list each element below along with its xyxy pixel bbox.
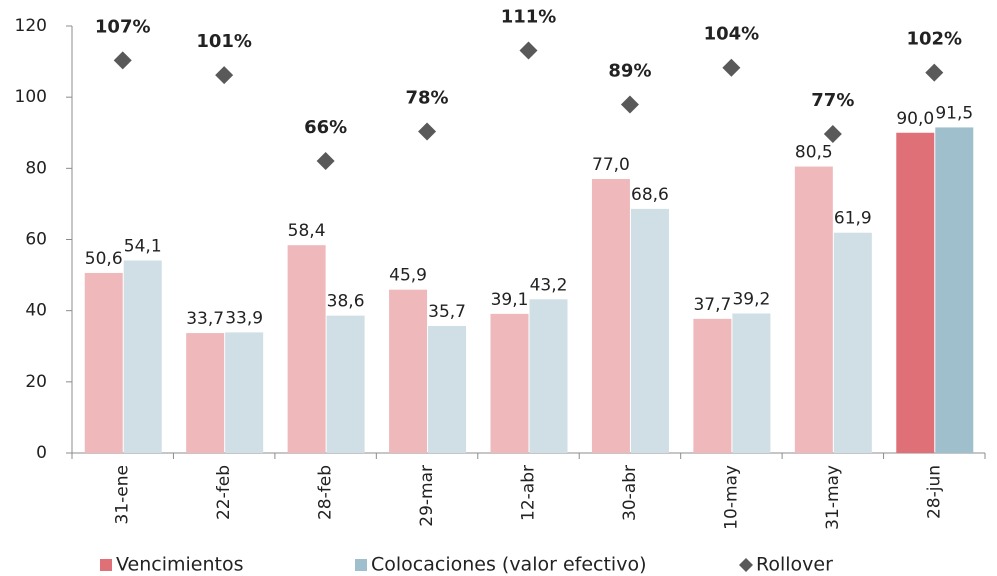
y-tick-label: 100 (15, 87, 47, 107)
bar-value-label: 91,5 (935, 103, 973, 123)
bar (84, 272, 123, 453)
bar-value-label: 35,7 (428, 302, 466, 322)
rollover-marker (620, 95, 639, 114)
rollover-marker (418, 122, 437, 141)
x-tick-label: 28-jun (924, 465, 944, 519)
bar-value-label: 61,9 (834, 209, 872, 229)
bar (389, 289, 428, 453)
bar (529, 299, 568, 453)
x-tick-label: 10-may (721, 465, 741, 530)
bar-value-label: 39,1 (491, 290, 529, 310)
rollover-label: 78% (406, 88, 449, 109)
x-tick-label: 31-may (823, 465, 843, 530)
rollover-label: 102% (906, 29, 962, 50)
bar (490, 313, 529, 453)
bar (186, 333, 225, 453)
y-tick-label: 40 (25, 301, 47, 321)
rollover-marker (519, 41, 538, 60)
y-tick-label: 20 (25, 372, 47, 392)
legend-label: Colocaciones (valor efectivo) (371, 554, 646, 576)
x-tick-label: 31-ene (113, 465, 133, 524)
bar-value-label: 77,0 (592, 155, 630, 175)
bar-value-label: 90,0 (896, 109, 934, 129)
bar (693, 318, 732, 453)
bar (732, 313, 771, 453)
rollover-marker (722, 58, 741, 77)
bar-value-label: 54,1 (124, 236, 162, 256)
bar-value-label: 80,5 (795, 143, 833, 163)
bar (591, 179, 630, 453)
bar-value-label: 38,6 (327, 292, 365, 312)
x-tick-label: 29-mar (417, 465, 437, 527)
bar-value-label: 39,2 (732, 290, 770, 310)
y-tick-label: 60 (25, 230, 47, 250)
rollover-marker (113, 51, 132, 70)
bar (428, 325, 467, 453)
y-tick-label: 80 (25, 158, 47, 178)
rollover-label: 104% (704, 24, 760, 45)
legend-label: Rollover (756, 554, 833, 576)
legend-marker (739, 558, 753, 572)
bar (287, 245, 326, 453)
rollover-marker (823, 124, 842, 143)
y-tick-label: 0 (36, 443, 47, 463)
bar-value-label: 45,9 (389, 266, 427, 286)
rollover-label: 66% (304, 117, 347, 138)
legend-marker (100, 559, 112, 571)
bar (896, 132, 935, 453)
rollover-marker (316, 151, 335, 170)
x-tick-label: 12-abr (519, 465, 539, 521)
bar (794, 166, 833, 453)
bar-value-label: 33,9 (225, 308, 263, 328)
legend-marker (355, 559, 367, 571)
legend-label: Vencimientos (116, 554, 243, 576)
bar-value-label: 68,6 (631, 185, 669, 205)
bar (123, 260, 162, 453)
bar (935, 127, 974, 453)
x-tick-label: 28-feb (316, 465, 336, 520)
bar-value-label: 50,6 (85, 249, 123, 269)
rollover-marker (925, 63, 944, 82)
rollover-label: 101% (196, 31, 252, 52)
bar (225, 332, 264, 453)
rollover-label: 107% (95, 16, 151, 37)
bar-value-label: 37,7 (693, 295, 731, 315)
rollover-label: 89% (608, 61, 651, 82)
bar-value-label: 58,4 (288, 221, 326, 241)
rollover-label: 77% (811, 90, 854, 111)
bar (833, 232, 872, 453)
bar-value-label: 33,7 (186, 309, 224, 329)
rollover-label: 111% (501, 7, 557, 28)
bar (326, 315, 365, 453)
y-tick-label: 120 (15, 16, 47, 36)
x-tick-label: 22-feb (214, 465, 234, 520)
rollover-marker (215, 66, 234, 85)
bar (630, 208, 669, 453)
bar-value-label: 43,2 (530, 275, 568, 295)
x-tick-label: 30-abr (620, 465, 640, 521)
